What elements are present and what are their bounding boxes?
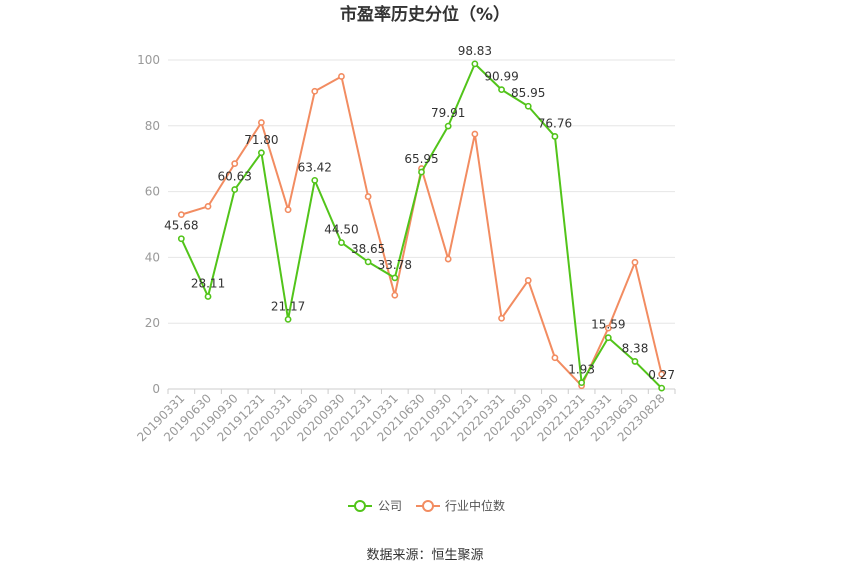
- data-label: 85.95: [511, 86, 545, 100]
- data-point-0: [631, 358, 639, 365]
- data-label: 60.63: [218, 170, 252, 184]
- data-label: 65.95: [404, 152, 438, 166]
- data-label: 0.27: [648, 368, 675, 382]
- data-point-0: [338, 239, 345, 246]
- data-point-0: [364, 258, 372, 266]
- legend-marker: [422, 500, 434, 512]
- y-tick-label: 80: [145, 119, 160, 133]
- y-tick-label: 60: [145, 185, 160, 199]
- y-tick-label: 20: [145, 316, 160, 330]
- data-label: 79.91: [431, 106, 465, 120]
- data-label: 76.76: [538, 116, 572, 130]
- data-point-0: [391, 274, 399, 282]
- data-label: 15.59: [591, 318, 625, 332]
- legend-label: 公司: [378, 499, 402, 513]
- data-point-1: [471, 130, 479, 138]
- data-label: 98.83: [458, 44, 492, 58]
- series-line-1: [181, 75, 663, 387]
- data-point-1: [338, 73, 345, 80]
- data-label: 71.80: [244, 133, 278, 147]
- data-point-1: [204, 203, 212, 210]
- data-label: 33.78: [378, 258, 412, 272]
- legend-marker: [354, 500, 366, 512]
- data-point-0: [658, 384, 666, 392]
- data-labels: 45.68 28.11 60.63 71.80 21.17 63.42 44.50 38.65…: [164, 44, 675, 382]
- data-point-0: [231, 186, 239, 193]
- data-point-1: [658, 370, 666, 378]
- data-label: 8.38: [622, 341, 649, 355]
- series-line-0: [180, 62, 663, 389]
- series: [177, 60, 666, 392]
- data-point-1: [231, 160, 239, 168]
- y-tick-label: 100: [137, 53, 160, 67]
- data-point-0: [311, 176, 319, 184]
- data-source: 数据来源：恒生聚源: [366, 548, 483, 563]
- data-point-0: [177, 235, 185, 243]
- legend-item-1[interactable]: 行业中位数: [416, 498, 505, 513]
- data-point-0: [604, 334, 612, 342]
- data-point-1: [364, 193, 372, 200]
- data-point-1: [498, 314, 505, 322]
- legend-label: 行业中位数: [445, 498, 505, 513]
- legend-item-0[interactable]: 公司: [348, 499, 402, 513]
- y-tick-label: 0: [152, 382, 160, 396]
- data-point-1: [444, 255, 452, 263]
- data-point-1: [604, 324, 612, 332]
- data-point-1: [391, 291, 399, 299]
- data-point-0: [284, 315, 292, 323]
- data-point-1: [631, 258, 639, 266]
- grid: [168, 59, 675, 324]
- data-label: 38.65: [351, 242, 385, 256]
- data-label: 21.17: [271, 299, 305, 313]
- data-point-0: [551, 133, 559, 140]
- data-point-1: [551, 354, 559, 362]
- data-point-1: [524, 277, 532, 284]
- data-point-0: [418, 168, 425, 176]
- data-point-0: [578, 379, 586, 387]
- data-point-0: [471, 60, 479, 68]
- data-point-0: [204, 293, 212, 300]
- data-point-0: [524, 102, 532, 110]
- data-label: 44.50: [324, 223, 358, 237]
- data-label: 28.11: [191, 277, 225, 291]
- y-tick-label: 40: [145, 250, 160, 264]
- data-point-0: [498, 86, 505, 94]
- data-label: 45.68: [164, 219, 198, 233]
- data-label: 90.99: [484, 70, 518, 84]
- data-point-1: [257, 119, 265, 126]
- data-label: 1.93: [568, 363, 595, 377]
- data-point-1: [311, 87, 319, 95]
- data-point-0: [444, 122, 452, 130]
- data-point-1: [177, 211, 185, 219]
- chart-title: 市盈率历史分位（%）: [340, 4, 510, 25]
- data-point-0: [257, 149, 265, 157]
- data-label: 63.42: [298, 160, 332, 174]
- legend[interactable]: 公司 行业中位数: [348, 498, 505, 513]
- data-point-1: [284, 206, 292, 214]
